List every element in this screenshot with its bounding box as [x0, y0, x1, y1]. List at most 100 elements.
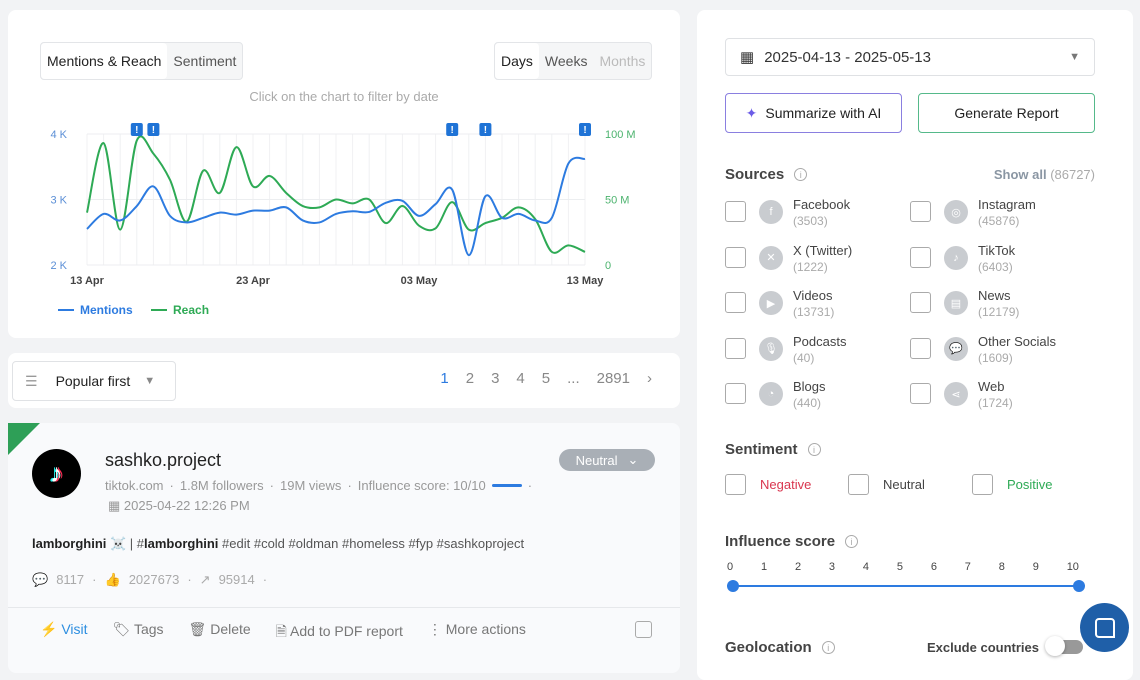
tab-weeks[interactable]: Weeks: [544, 53, 588, 69]
label: Tags: [133, 621, 164, 637]
chat-button[interactable]: [1080, 603, 1129, 652]
visit-button[interactable]: ⚡ Visit: [40, 621, 88, 637]
influence-tick: 2: [794, 561, 802, 573]
share-icon: ↗: [199, 572, 211, 587]
checkbox[interactable]: [972, 474, 993, 495]
more-actions-button[interactable]: ⋮ More actions: [427, 621, 526, 637]
page-4[interactable]: 4: [516, 370, 525, 387]
source-blogs[interactable]: ◔ Blogs (440): [725, 379, 826, 410]
slider-max-handle[interactable]: [1073, 580, 1085, 592]
mentions-reach-chart[interactable]: 2 K 3 K 4 K 0 50 M 100 M 13 Apr 23 Apr 03 May 13 …: [8, 10, 680, 300]
source-count: (1609): [978, 350, 1013, 365]
page-5[interactable]: 5: [541, 370, 551, 387]
influence-slider[interactable]: [727, 580, 1085, 592]
page-2[interactable]: 2: [465, 370, 475, 387]
legend-reach[interactable]: Reach: [151, 303, 209, 317]
info-icon[interactable]: i: [794, 168, 808, 181]
influence-tick: 6: [930, 561, 937, 573]
exclude-countries-toggle[interactable]: [1045, 636, 1083, 656]
alert-marker-glyph: !: [451, 125, 454, 136]
show-all-link[interactable]: Show all (86727): [994, 167, 1095, 182]
text-part: lamborghini ☠️: [32, 536, 127, 551]
source-icon: f: [759, 200, 783, 224]
sort-dropdown[interactable]: ☰ Popular first ▼: [12, 361, 176, 401]
tab-mentions-reach[interactable]: Mentions & Reach: [41, 43, 168, 79]
avatar[interactable]: ♪: [32, 449, 81, 498]
post-text: lamborghini ☠️ | #lamborghini #edit #col…: [32, 536, 524, 552]
label: Neutral: [883, 477, 925, 492]
sentiment-negative[interactable]: Negative: [725, 474, 811, 495]
select-checkbox[interactable]: [635, 621, 652, 638]
post-actions: ⚡ Visit 🏷 Tags 🗑 Delete 🗎 Add to PDF rep…: [40, 621, 526, 645]
tab-days[interactable]: Days: [495, 43, 539, 79]
next-page-icon[interactable]: ›: [647, 370, 652, 387]
checkbox[interactable]: [910, 246, 931, 268]
tab-months[interactable]: Months: [599, 53, 646, 69]
post-date: ▦ 2025-04-22 12:26 PM: [108, 498, 250, 514]
checkbox[interactable]: [725, 201, 746, 222]
checkbox[interactable]: [910, 201, 931, 222]
tags-button[interactable]: 🏷 Tags: [112, 621, 164, 637]
source-instagram[interactable]: ◎ Instagram (45876): [910, 197, 1036, 228]
source-count: (440): [793, 396, 822, 410]
sentiment-label: Neutral: [575, 452, 618, 468]
alert-marker-icon: [579, 123, 591, 136]
info-icon[interactable]: i: [845, 535, 859, 548]
source-videos[interactable]: ▶ Videos (13731): [725, 288, 834, 319]
source-icon: ⋖: [944, 382, 968, 406]
source-facebook[interactable]: f Facebook (3503): [725, 197, 850, 228]
source-web[interactable]: ⋖ Web (1724): [910, 379, 1013, 410]
sentiment-neutral[interactable]: Neutral: [848, 474, 925, 495]
legend-label: Mentions: [80, 303, 133, 317]
source-icon: 💬: [944, 336, 968, 361]
checkbox[interactable]: [910, 292, 931, 313]
checkbox[interactable]: [910, 337, 931, 359]
sentiment-positive[interactable]: Positive: [972, 474, 1053, 495]
author-name[interactable]: sashko.project: [105, 450, 222, 470]
series-line-mentions: [86, 156, 586, 257]
exclude-countries-label: Exclude countries: [927, 640, 1039, 655]
x-tick: 03 May: [401, 275, 439, 287]
date-range-picker[interactable]: ▦ 2025-04-13 - 2025-05-13 ▼: [725, 38, 1095, 76]
source-podcasts[interactable]: 🎙 Podcasts (40): [725, 334, 846, 365]
source-tiktok[interactable]: ♪ TikTok (6403): [910, 243, 1015, 274]
source-other-socials[interactable]: 💬 Other Socials (1609): [910, 334, 1056, 365]
source-icon: ♪: [944, 245, 968, 270]
checkbox[interactable]: [725, 474, 746, 495]
checkbox[interactable]: [848, 474, 869, 495]
source-name: Podcasts: [793, 333, 847, 349]
list-toolbar: ☰ Popular first ▼ 1 2 3 4 5 ... 2891 ›: [8, 353, 680, 408]
legend-mentions[interactable]: Mentions: [58, 303, 133, 317]
checkbox[interactable]: [725, 246, 746, 268]
comments-count: 8117: [56, 572, 85, 587]
platform[interactable]: tiktok.com: [105, 478, 164, 493]
page-3[interactable]: 3: [491, 370, 500, 387]
add-to-pdf-button[interactable]: 🗎 Add to PDF report: [275, 623, 403, 639]
source-x-twitter[interactable]: ✕ X (Twitter) (1222): [725, 243, 852, 274]
page-1[interactable]: 1: [440, 370, 449, 387]
influence-tick: 8: [998, 561, 1005, 573]
generate-report-button[interactable]: Generate Report: [918, 93, 1095, 133]
source-name: Instagram: [978, 197, 1036, 212]
source-news[interactable]: ▤ News (12179): [910, 288, 1019, 319]
influence-tick: 7: [964, 561, 971, 573]
checkbox[interactable]: [910, 383, 931, 404]
alert-marker-icon: [147, 123, 160, 136]
summarize-ai-button[interactable]: ✦ Summarize with AI: [725, 93, 902, 133]
mention-card: ♪ sashko.project tiktok.com · 1.8M follow…: [8, 423, 680, 673]
info-icon[interactable]: i: [821, 641, 835, 654]
sentiment-dropdown[interactable]: Neutral ⌄: [559, 449, 655, 471]
checkbox[interactable]: [725, 292, 746, 313]
chart-card: Mentions & Reach Sentiment Days Weeks Mo…: [8, 10, 680, 338]
checkbox[interactable]: [725, 337, 746, 359]
info-icon[interactable]: i: [807, 443, 821, 456]
influence-tick: 0: [727, 561, 734, 573]
checkbox[interactable]: [725, 383, 746, 404]
slider-min-handle[interactable]: [727, 580, 739, 592]
tab-sentiment[interactable]: Sentiment: [173, 53, 237, 69]
date-text: 2025-04-22 12:26 PM: [123, 498, 250, 513]
influence-tick: 1: [760, 561, 768, 573]
delete-button[interactable]: 🗑 Delete: [188, 621, 251, 637]
x-tick: 23 Apr: [236, 275, 271, 287]
page-last[interactable]: 2891: [596, 370, 630, 387]
